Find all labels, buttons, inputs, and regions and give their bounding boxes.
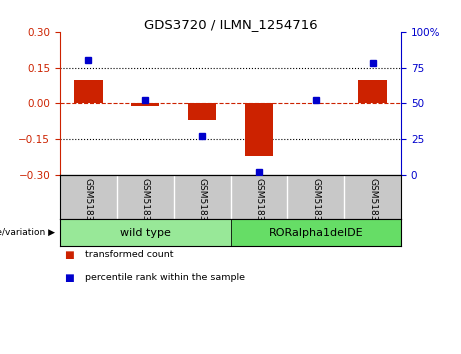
Text: GSM518355: GSM518355 xyxy=(311,178,320,233)
Bar xyxy=(60,219,230,246)
Bar xyxy=(131,103,160,106)
Bar xyxy=(245,103,273,156)
Text: GSM518354: GSM518354 xyxy=(254,178,263,233)
Text: GSM518352: GSM518352 xyxy=(141,178,150,233)
Bar xyxy=(230,219,401,246)
Title: GDS3720 / ILMN_1254716: GDS3720 / ILMN_1254716 xyxy=(144,18,317,31)
Text: transformed count: transformed count xyxy=(85,250,174,258)
Text: genotype/variation ▶: genotype/variation ▶ xyxy=(0,228,55,237)
Text: ■: ■ xyxy=(65,273,74,282)
Text: wild type: wild type xyxy=(120,228,171,238)
Text: percentile rank within the sample: percentile rank within the sample xyxy=(85,273,245,281)
Bar xyxy=(188,103,216,120)
Text: RORalpha1delDE: RORalpha1delDE xyxy=(268,228,363,238)
Bar xyxy=(74,80,102,103)
Text: GSM518356: GSM518356 xyxy=(368,178,377,233)
Bar xyxy=(358,80,387,103)
Text: ■: ■ xyxy=(65,250,74,259)
Text: GSM518351: GSM518351 xyxy=(84,178,93,233)
Text: GSM518353: GSM518353 xyxy=(198,178,207,233)
